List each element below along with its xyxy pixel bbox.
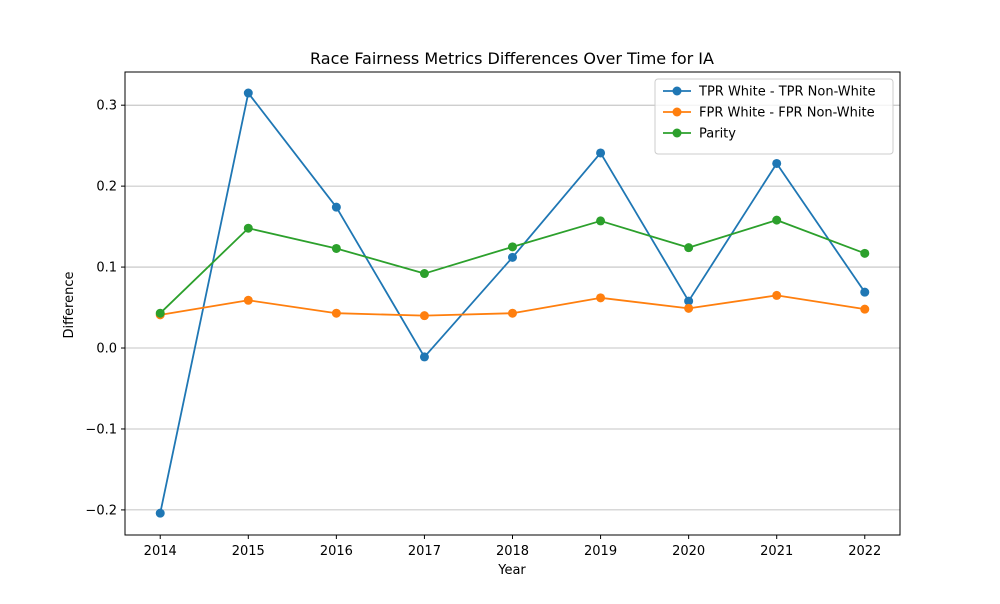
y-tick-label: −0.1 [85,422,117,437]
data-point [860,304,870,314]
y-tick-label: 0.3 [96,99,117,114]
legend: TPR White - TPR Non-White FPR White - FPR… [654,78,894,155]
data-point [243,295,253,305]
data-point [684,296,694,306]
data-point [331,202,341,212]
data-point [772,215,782,225]
data-point [419,311,429,321]
data-point [860,248,870,258]
legend-box [654,78,894,155]
chart-title: Race Fairness Metrics Differences Over T… [310,49,714,68]
x-tick-label: 2017 [408,544,441,559]
plot-frame [124,71,901,536]
legend-label: Parity [699,127,736,142]
legend-item: Parity [663,127,736,142]
y-tick-label: −0.2 [85,503,117,518]
data-point [155,508,165,518]
data-point [684,243,694,253]
data-point [419,352,429,362]
data-point [243,223,253,233]
y-tick-label: 0.0 [96,342,117,357]
y-axis-title: Difference [62,271,77,338]
data-point [508,308,517,318]
series-2 [155,215,870,318]
x-tick-label: 2021 [760,544,793,559]
y-tick-label: 0.1 [96,261,117,276]
legend-marker [672,86,682,96]
data-point [596,148,606,158]
legend-label: FPR White - FPR Non-White [699,106,875,121]
x-tick-label: 2019 [584,544,617,559]
legend-item: FPR White - FPR Non-White [663,106,875,121]
legend-marker [672,128,682,138]
data-point [419,269,429,279]
data-point [596,293,606,303]
x-tick-label: 2020 [672,544,705,559]
data-point [596,216,606,226]
y-tick-label: 0.2 [96,180,117,195]
data-point [860,287,870,297]
x-tick-label: 2016 [320,544,353,559]
data-point [772,290,782,300]
axes: −0.2 −0.1 0.0 0.1 0.2 0.3 2014 2015 2016 2017 2018… [85,71,901,559]
data-point [243,88,253,98]
data-point [772,158,782,168]
data-point [155,308,165,318]
x-tick-label: 2014 [144,544,177,559]
data-point [508,252,517,262]
series-0 [155,88,870,518]
legend-item: TPR White - TPR Non-White [663,85,876,100]
legend-label: TPR White - TPR Non-White [698,85,876,100]
x-axis-title: Year [497,563,526,578]
data-point [684,303,694,313]
series-lines [155,88,870,518]
data-point [508,242,517,252]
x-tick-label: 2018 [496,544,529,559]
x-tick-label: 2015 [232,544,265,559]
x-tick-label: 2022 [848,544,881,559]
data-point [331,243,341,253]
legend-marker [672,107,682,117]
data-point [331,308,341,318]
